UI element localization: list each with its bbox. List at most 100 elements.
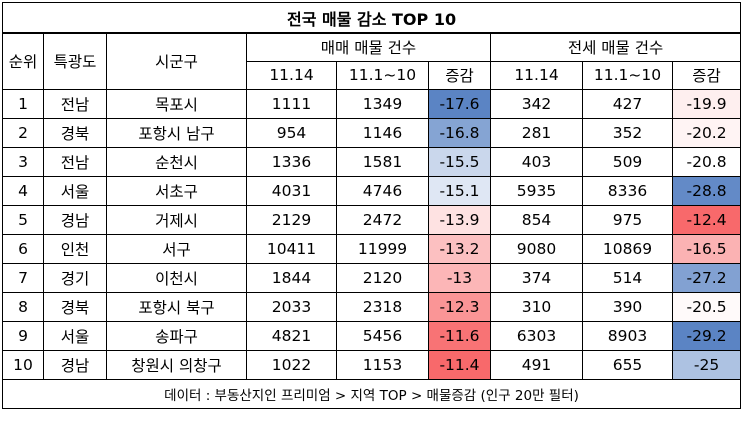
header-sale-range: 11.1~10 — [336, 60, 429, 90]
table-row: 10 경남 창원시 의창구 1022 1153 -11.4 491 655 -25 — [2, 349, 742, 380]
jeonse-change-cell: -16.5 — [671, 233, 742, 264]
rank-cell: 6 — [2, 233, 44, 264]
jeonse-range-cell: 352 — [582, 117, 673, 148]
sale-change-cell: -16.8 — [428, 117, 491, 148]
header-sale-current: 11.14 — [246, 60, 337, 90]
table-body: 1 전남 목포시 1111 1349 -17.6 342 427 -19.9 2 경북 포항시 남구 9… — [2, 88, 742, 380]
decrease-table: 전국 매물 감소 TOP 10 순위 특광도 시군구 매매 매물 건수 전세 매… — [1, 2, 742, 409]
region-cell: 전남 — [43, 146, 107, 177]
city-cell: 서구 — [106, 233, 247, 264]
region-cell: 경기 — [43, 262, 107, 293]
sale-current-cell: 2129 — [246, 204, 337, 235]
city-cell: 송파구 — [106, 320, 247, 351]
jeonse-range-cell: 514 — [582, 262, 673, 293]
sale-current-cell: 1844 — [246, 262, 337, 293]
rank-cell: 5 — [2, 204, 44, 235]
header-sale-change: 증감 — [428, 60, 491, 90]
jeonse-change-cell: -12.4 — [671, 204, 742, 235]
region-cell: 경남 — [43, 204, 107, 235]
sale-range-cell: 1146 — [336, 117, 429, 148]
table-row: 4 서울 서초구 4031 4746 -15.1 5935 8336 -28.8 — [2, 175, 742, 206]
jeonse-range-cell: 8903 — [582, 320, 673, 351]
jeonse-current-cell: 374 — [490, 262, 583, 293]
table-row: 9 서울 송파구 4821 5456 -11.6 6303 8903 -29.2 — [2, 320, 742, 351]
region-cell: 전남 — [43, 88, 107, 119]
region-cell: 경남 — [43, 349, 107, 380]
sale-change-cell: -11.6 — [428, 320, 491, 351]
source-footer: 데이터 : 부동산지인 프리미엄 > 지역 TOP > 매물증감 (인구 20만… — [1, 378, 742, 409]
sale-change-cell: -12.3 — [428, 291, 491, 322]
city-cell: 순천시 — [106, 146, 247, 177]
jeonse-range-cell: 427 — [582, 88, 673, 119]
region-cell: 경북 — [43, 291, 107, 322]
sale-range-cell: 11999 — [336, 233, 429, 264]
city-cell: 포항시 남구 — [106, 117, 247, 148]
header-rank: 순위 — [2, 32, 44, 90]
region-cell: 인천 — [43, 233, 107, 264]
sale-change-cell: -13 — [428, 262, 491, 293]
table-row: 5 경남 거제시 2129 2472 -13.9 854 975 -12.4 — [2, 204, 742, 235]
jeonse-change-cell: -28.8 — [671, 175, 742, 206]
rank-cell: 7 — [2, 262, 44, 293]
sale-current-cell: 2033 — [246, 291, 337, 322]
rank-cell: 2 — [2, 117, 44, 148]
sale-range-cell: 1349 — [336, 88, 429, 119]
sale-current-cell: 1336 — [246, 146, 337, 177]
jeonse-current-cell: 281 — [490, 117, 583, 148]
table-row: 8 경북 포항시 북구 2033 2318 -12.3 310 390 -20.5 — [2, 291, 742, 322]
jeonse-change-cell: -29.2 — [671, 320, 742, 351]
sale-change-cell: -13.2 — [428, 233, 491, 264]
jeonse-current-cell: 9080 — [490, 233, 583, 264]
jeonse-range-cell: 655 — [582, 349, 673, 380]
jeonse-current-cell: 310 — [490, 291, 583, 322]
sale-range-cell: 4746 — [336, 175, 429, 206]
jeonse-range-cell: 975 — [582, 204, 673, 235]
jeonse-change-cell: -20.5 — [671, 291, 742, 322]
sale-range-cell: 5456 — [336, 320, 429, 351]
sale-range-cell: 1581 — [336, 146, 429, 177]
city-cell: 거제시 — [106, 204, 247, 235]
region-cell: 경북 — [43, 117, 107, 148]
sale-range-cell: 2318 — [336, 291, 429, 322]
sale-change-cell: -13.9 — [428, 204, 491, 235]
header-jeonse-range: 11.1~10 — [582, 60, 673, 90]
jeonse-change-cell: -19.9 — [671, 88, 742, 119]
jeonse-current-cell: 342 — [490, 88, 583, 119]
table-row: 3 전남 순천시 1336 1581 -15.5 403 509 -20.8 — [2, 146, 742, 177]
table-row: 7 경기 이천시 1844 2120 -13 374 514 -27.2 — [2, 262, 742, 293]
jeonse-change-cell: -27.2 — [671, 262, 742, 293]
sale-current-cell: 4031 — [246, 175, 337, 206]
rank-cell: 3 — [2, 146, 44, 177]
rank-cell: 9 — [2, 320, 44, 351]
jeonse-range-cell: 8336 — [582, 175, 673, 206]
rank-cell: 1 — [2, 88, 44, 119]
city-cell: 창원시 의창구 — [106, 349, 247, 380]
sale-change-cell: -15.1 — [428, 175, 491, 206]
region-cell: 서울 — [43, 175, 107, 206]
jeonse-range-cell: 10869 — [582, 233, 673, 264]
header-jeonse-change: 증감 — [671, 60, 742, 90]
jeonse-change-cell: -20.8 — [671, 146, 742, 177]
sale-change-cell: -17.6 — [428, 88, 491, 119]
table-row: 6 인천 서구 10411 11999 -13.2 9080 10869 -16.5 — [2, 233, 742, 264]
sale-range-cell: 2120 — [336, 262, 429, 293]
rank-cell: 4 — [2, 175, 44, 206]
jeonse-change-cell: -20.2 — [671, 117, 742, 148]
city-cell: 포항시 북구 — [106, 291, 247, 322]
sale-change-cell: -15.5 — [428, 146, 491, 177]
sale-current-cell: 1022 — [246, 349, 337, 380]
header-region: 특광도 — [43, 32, 107, 90]
sale-change-cell: -11.4 — [428, 349, 491, 380]
city-cell: 목포시 — [106, 88, 247, 119]
header-jeonse-current: 11.14 — [490, 60, 583, 90]
sale-range-cell: 2472 — [336, 204, 429, 235]
city-cell: 서초구 — [106, 175, 247, 206]
header-sale-group: 매매 매물 건수 — [246, 32, 491, 62]
jeonse-current-cell: 491 — [490, 349, 583, 380]
rank-cell: 10 — [2, 349, 44, 380]
sale-range-cell: 1153 — [336, 349, 429, 380]
region-cell: 서울 — [43, 320, 107, 351]
jeonse-range-cell: 509 — [582, 146, 673, 177]
jeonse-current-cell: 5935 — [490, 175, 583, 206]
